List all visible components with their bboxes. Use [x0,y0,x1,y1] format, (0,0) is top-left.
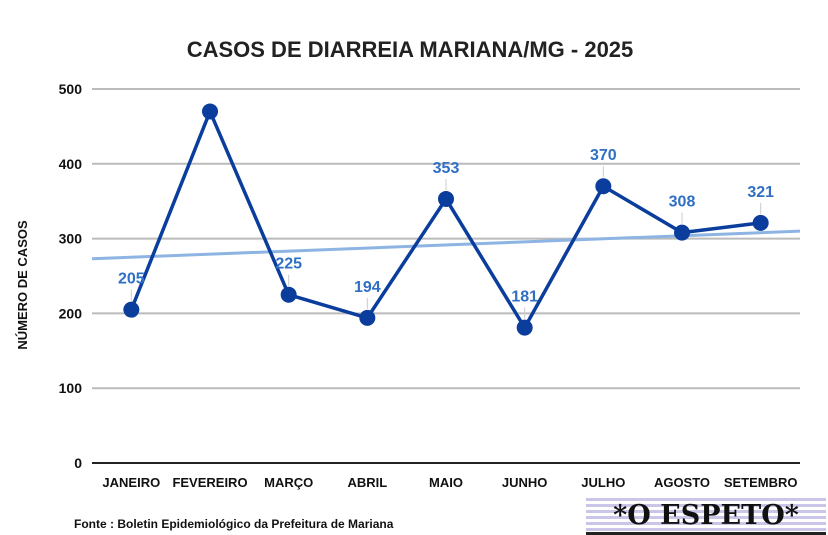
x-tick-label: AGOSTO [654,475,710,490]
y-tick-label: 200 [59,305,83,321]
y-tick-label: 400 [59,156,83,172]
source-note: Fonte : Boletin Epidemiológico da Prefei… [74,517,394,531]
data-point [595,178,612,195]
x-tick-label: MAIO [429,475,463,490]
data-label: 308 [669,194,696,211]
x-tick-label: ABRIL [347,475,387,490]
y-tick-label: 100 [59,380,83,396]
x-tick-label: MARÇO [264,475,313,490]
x-tick-label: SETEMBRO [724,475,798,490]
data-point [674,224,690,241]
x-tick-label: JULHO [581,475,625,490]
x-tick-label: JANEIRO [102,475,160,490]
trendline [91,229,801,261]
y-tick-label: 500 [59,81,83,97]
data-point [202,103,218,120]
data-point [359,309,376,326]
data-label: 370 [590,147,617,164]
chart-title: CASOS DE DIARREIA MARIANA/MG - 2025 [187,37,634,62]
data-label: 205 [118,271,145,288]
data-point [280,286,297,303]
data-label: 225 [275,256,302,273]
x-tick-label: JUNHO [502,475,548,490]
series-line [129,109,761,330]
data-label: 194 [354,279,381,296]
data-point [752,214,769,231]
watermark-logo: *O ESPETO* [586,498,826,535]
data-label: 353 [433,160,460,177]
x-tick-label: FEVEREIRO [172,475,247,490]
data-label: 181 [511,289,538,306]
data-point [516,319,533,336]
data-label: 321 [747,184,774,201]
y-tick-label: 300 [59,231,83,247]
y-axis-label: NÚMERO DE CASOS [15,220,30,350]
y-tick-label: 0 [74,455,82,471]
data-point [123,301,140,318]
data-point [438,190,454,207]
